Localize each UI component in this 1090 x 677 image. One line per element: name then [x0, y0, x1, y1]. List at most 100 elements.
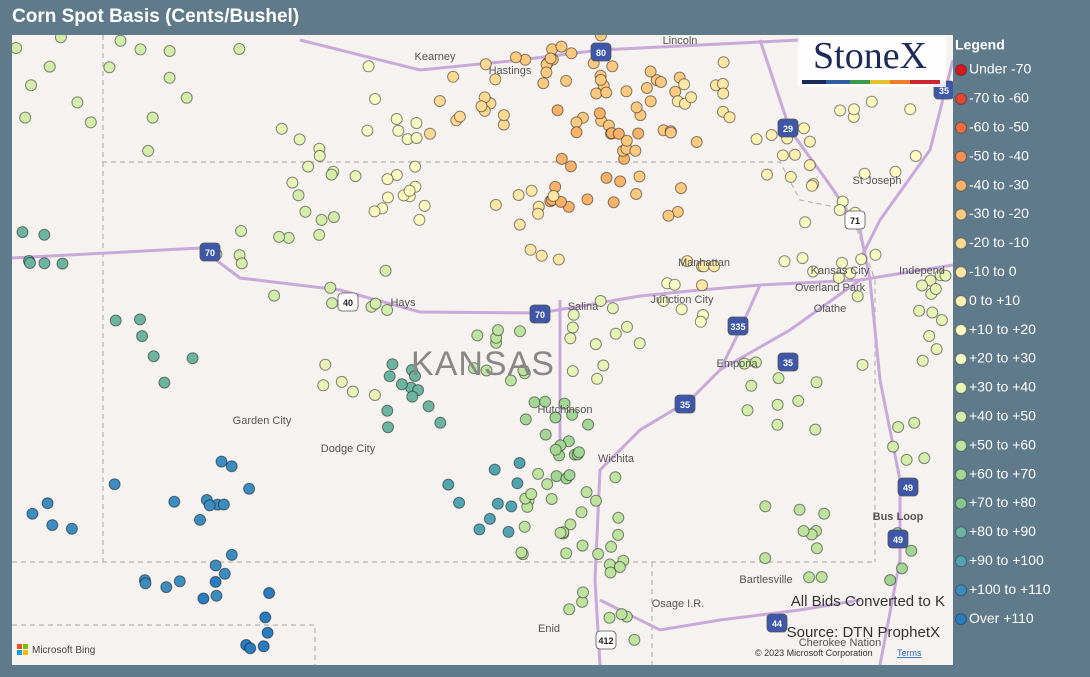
bid-dot: [194, 513, 206, 526]
bid-dot: [607, 196, 620, 209]
bid-dot: [422, 400, 435, 413]
bid-dot: [326, 297, 338, 310]
bid-dot: [604, 566, 617, 579]
bid-dot: [592, 548, 605, 560]
legend-swatch: [955, 468, 967, 481]
highway-shield: [727, 316, 749, 336]
bid-dot: [315, 213, 328, 226]
highway-shield: [887, 529, 909, 549]
note: All Bids Converted to K: [791, 593, 945, 610]
bid-dot: [671, 205, 684, 218]
bid-dot: [410, 117, 423, 129]
bid-dot: [381, 173, 394, 186]
shield-label: 49: [893, 535, 903, 545]
bid-dot: [939, 269, 952, 282]
bid-dot: [243, 482, 256, 495]
bid-dot: [381, 191, 394, 204]
bid-dot: [805, 179, 818, 192]
bid-dot: [259, 611, 272, 624]
bid-dot: [535, 249, 548, 262]
bid-dot: [424, 127, 436, 140]
bid-dot: [576, 539, 589, 552]
bid-dot: [139, 577, 152, 590]
bid-dot: [784, 170, 797, 183]
bid-dot: [203, 499, 216, 512]
bid-dot: [855, 253, 868, 266]
bid-dot: [386, 358, 399, 371]
bid-dot: [664, 126, 677, 139]
highway-shield: [897, 477, 919, 497]
bid-dot: [833, 204, 846, 216]
bid-dot: [442, 478, 455, 491]
legend-label: +70 to +80: [969, 494, 1036, 510]
bid-dot: [577, 586, 589, 599]
highway-shield: [529, 304, 551, 324]
bid-dot: [935, 314, 948, 327]
bid-dot: [632, 127, 645, 140]
bid-dot: [313, 228, 326, 241]
bid-dot: [594, 73, 607, 86]
bid-dot: [555, 152, 568, 165]
bid-dot: [362, 60, 375, 73]
bid-dot: [225, 460, 238, 473]
bid-dot: [453, 496, 466, 509]
bid-dot: [836, 256, 848, 269]
terms-link[interactable]: Terms: [897, 648, 922, 658]
bid-dot: [41, 497, 54, 510]
legend-swatch: [955, 208, 967, 221]
bid-dot: [163, 71, 176, 84]
legend-swatch: [955, 64, 967, 76]
bid-dot: [379, 264, 392, 277]
highway-shield: [844, 210, 866, 230]
place-label: Kansas City: [811, 265, 870, 277]
bid-dot: [547, 190, 560, 202]
place-label: Manhattan: [678, 257, 730, 269]
bid-dot: [517, 364, 530, 377]
bid-dot: [809, 423, 822, 436]
bid-dot: [570, 126, 583, 139]
bid-dot: [566, 408, 579, 421]
bid-dot: [257, 640, 270, 653]
bid-dot: [390, 169, 403, 181]
bid-dot: [834, 104, 847, 117]
bid-dot: [65, 522, 78, 535]
shield-label: 35: [783, 358, 793, 368]
bid-dot: [916, 279, 928, 292]
bid-dot: [317, 379, 330, 392]
bid-dot: [25, 79, 37, 92]
bid-dot: [302, 160, 315, 173]
bid-dot: [489, 198, 502, 211]
shield-label: 70: [535, 310, 545, 320]
bid-dot: [160, 581, 173, 594]
bid-dot: [615, 608, 628, 621]
bid-dot: [475, 100, 488, 113]
legend-swatch: [955, 497, 967, 510]
bid-dot: [504, 374, 517, 387]
dots: [12, 35, 952, 655]
highway-shield: [766, 613, 788, 633]
bid-dot: [690, 136, 703, 148]
bid-dot: [797, 122, 810, 135]
legend-label: +80 to +90: [969, 523, 1036, 539]
legend-label: -20 to -10: [969, 234, 1029, 250]
bid-dot: [892, 421, 905, 433]
bid-dot: [497, 109, 510, 122]
bid-dot: [848, 103, 860, 116]
legend-swatch: [955, 121, 967, 134]
bid-dot: [565, 47, 578, 60]
bid-dot: [606, 302, 619, 315]
bid-dot: [591, 372, 604, 385]
bid-dot: [550, 470, 563, 483]
bid-dot: [640, 82, 653, 94]
bid-dot: [633, 170, 646, 183]
bing: Microsoft Bing: [32, 645, 95, 656]
bid-dot: [544, 52, 557, 65]
map: Kearney Hastings Lincoln St Joseph Manhattan…: [12, 35, 953, 665]
bid-dot: [678, 78, 691, 91]
bid-dot: [570, 116, 583, 129]
shield-label: 29: [783, 124, 793, 134]
bid-dot: [759, 552, 772, 565]
bid-dot: [513, 218, 526, 231]
highway-shield: [595, 630, 617, 650]
bid-dot: [54, 35, 67, 44]
